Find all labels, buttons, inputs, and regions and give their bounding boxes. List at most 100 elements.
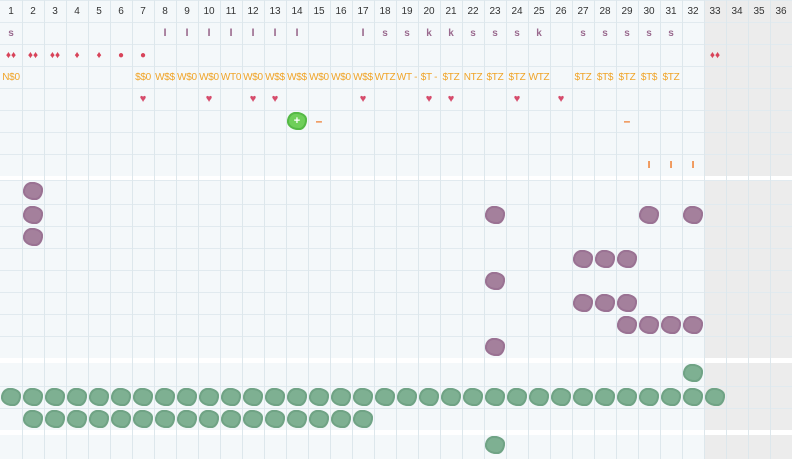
day-number-20[interactable]: 20 <box>423 5 435 17</box>
marker-ltxt-col-11[interactable]: WT0 <box>220 71 242 83</box>
green-block[interactable] <box>243 410 263 428</box>
green-block[interactable] <box>89 388 109 406</box>
day-number-2[interactable]: 2 <box>30 5 36 17</box>
green-block[interactable] <box>287 388 307 406</box>
marker-ltxt-col-27[interactable]: $TZ <box>574 71 592 83</box>
purple-block[interactable] <box>595 294 615 312</box>
day-number-32[interactable]: 32 <box>687 5 699 17</box>
day-number-31[interactable]: 31 <box>665 5 677 17</box>
purple-block[interactable] <box>23 182 43 200</box>
green-block[interactable] <box>133 410 153 428</box>
marker-ltxt-col-12[interactable]: W$0 <box>243 71 263 83</box>
day-number-6[interactable]: 6 <box>118 5 124 17</box>
purple-block[interactable] <box>661 316 681 334</box>
marker-tick-col-30[interactable]: I <box>647 159 651 171</box>
marker-heart-col-10[interactable]: ♥ <box>205 93 213 105</box>
marker-ltxt-col-18[interactable]: WTZ <box>374 71 396 83</box>
marker-ltxt-col-21[interactable]: $TZ <box>442 71 460 83</box>
day-number-10[interactable]: 10 <box>203 5 215 17</box>
green-block[interactable] <box>23 388 43 406</box>
marker-bsym-col-20[interactable]: k <box>426 27 432 39</box>
day-number-12[interactable]: 12 <box>247 5 259 17</box>
green-block[interactable] <box>67 388 87 406</box>
green-block[interactable] <box>199 410 219 428</box>
green-block[interactable] <box>441 388 461 406</box>
day-number-13[interactable]: 13 <box>269 5 281 17</box>
purple-block[interactable] <box>683 206 703 224</box>
day-number-29[interactable]: 29 <box>621 5 633 17</box>
day-number-27[interactable]: 27 <box>577 5 589 17</box>
purple-block[interactable] <box>23 206 43 224</box>
day-number-7[interactable]: 7 <box>140 5 146 17</box>
marker-drop-col-4[interactable]: ♦ <box>74 49 80 61</box>
marker-isym-col-9[interactable]: I <box>185 27 189 39</box>
green-block[interactable] <box>287 410 307 428</box>
green-block[interactable] <box>683 388 703 406</box>
green-block[interactable] <box>529 388 549 406</box>
day-number-26[interactable]: 26 <box>555 5 567 17</box>
marker-bsym-col-21[interactable]: k <box>448 27 454 39</box>
marker-ltxt-col-25[interactable]: WTZ <box>528 71 550 83</box>
green-block[interactable] <box>573 388 593 406</box>
marker-drop-col-33[interactable]: ♦♦ <box>709 49 721 61</box>
marker-ltxt-col-19[interactable]: WT - <box>396 71 418 83</box>
green-block[interactable] <box>463 388 483 406</box>
marker-isym-col-13[interactable]: I <box>273 27 277 39</box>
marker-heart-col-13[interactable]: ♥ <box>271 93 279 105</box>
day-number-36[interactable]: 36 <box>775 5 787 17</box>
day-number-11[interactable]: 11 <box>225 5 237 17</box>
day-number-33[interactable]: 33 <box>709 5 721 17</box>
marker-bsym-col-18[interactable]: s <box>382 27 388 39</box>
green-block[interactable] <box>639 388 659 406</box>
marker-dash-col-29[interactable]: – <box>623 114 631 128</box>
marker-isym-col-8[interactable]: I <box>163 27 167 39</box>
day-number-35[interactable]: 35 <box>753 5 765 17</box>
marker-tick-col-31[interactable]: I <box>669 159 673 171</box>
purple-block[interactable] <box>617 294 637 312</box>
marker-drop-col-2[interactable]: ♦♦ <box>27 49 39 61</box>
marker-tick-col-32[interactable]: I <box>691 159 695 171</box>
green-block[interactable] <box>661 388 681 406</box>
marker-bsym-col-30[interactable]: s <box>646 27 652 39</box>
green-block[interactable] <box>705 388 725 406</box>
marker-ltxt-col-10[interactable]: W$0 <box>199 71 219 83</box>
green-block[interactable] <box>155 388 175 406</box>
green-block[interactable] <box>331 410 351 428</box>
green-block[interactable] <box>45 410 65 428</box>
purple-block[interactable] <box>485 272 505 290</box>
day-number-19[interactable]: 19 <box>401 5 413 17</box>
marker-bsym-col-28[interactable]: s <box>602 27 608 39</box>
purple-block[interactable] <box>617 250 637 268</box>
marker-ltxt-col-15[interactable]: W$0 <box>309 71 329 83</box>
marker-ltxt-col-23[interactable]: $TZ <box>486 71 504 83</box>
marker-heart-col-7[interactable]: ♥ <box>139 93 147 105</box>
green-block[interactable] <box>89 410 109 428</box>
green-block[interactable] <box>617 388 637 406</box>
marker-drop-col-5[interactable]: ♦ <box>96 49 102 61</box>
green-block[interactable] <box>243 388 263 406</box>
marker-ltxt-col-22[interactable]: NTZ <box>463 71 483 83</box>
day-number-9[interactable]: 9 <box>184 5 190 17</box>
purple-block[interactable] <box>23 228 43 246</box>
marker-bsym-col-25[interactable]: k <box>536 27 542 39</box>
green-block[interactable] <box>551 388 571 406</box>
day-number-15[interactable]: 15 <box>313 5 325 17</box>
marker-drop-col-6[interactable]: ● <box>117 49 125 61</box>
marker-dash-col-15[interactable]: – <box>315 114 323 128</box>
day-number-1[interactable]: 1 <box>8 5 14 17</box>
marker-drop-col-1[interactable]: ♦♦ <box>5 49 17 61</box>
day-number-16[interactable]: 16 <box>335 5 347 17</box>
marker-drop-col-3[interactable]: ♦♦ <box>49 49 61 61</box>
green-block[interactable] <box>45 388 65 406</box>
day-number-22[interactable]: 22 <box>467 5 479 17</box>
green-block[interactable] <box>1 388 21 406</box>
purple-block[interactable] <box>683 316 703 334</box>
green-block[interactable] <box>265 388 285 406</box>
marker-ltxt-col-20[interactable]: $T - <box>420 71 438 83</box>
purple-block[interactable] <box>639 316 659 334</box>
green-block[interactable] <box>177 410 197 428</box>
marker-isym-col-12[interactable]: I <box>251 27 255 39</box>
green-block[interactable] <box>199 388 219 406</box>
marker-ltxt-col-7[interactable]: $$0 <box>135 71 151 83</box>
green-block[interactable] <box>221 388 241 406</box>
